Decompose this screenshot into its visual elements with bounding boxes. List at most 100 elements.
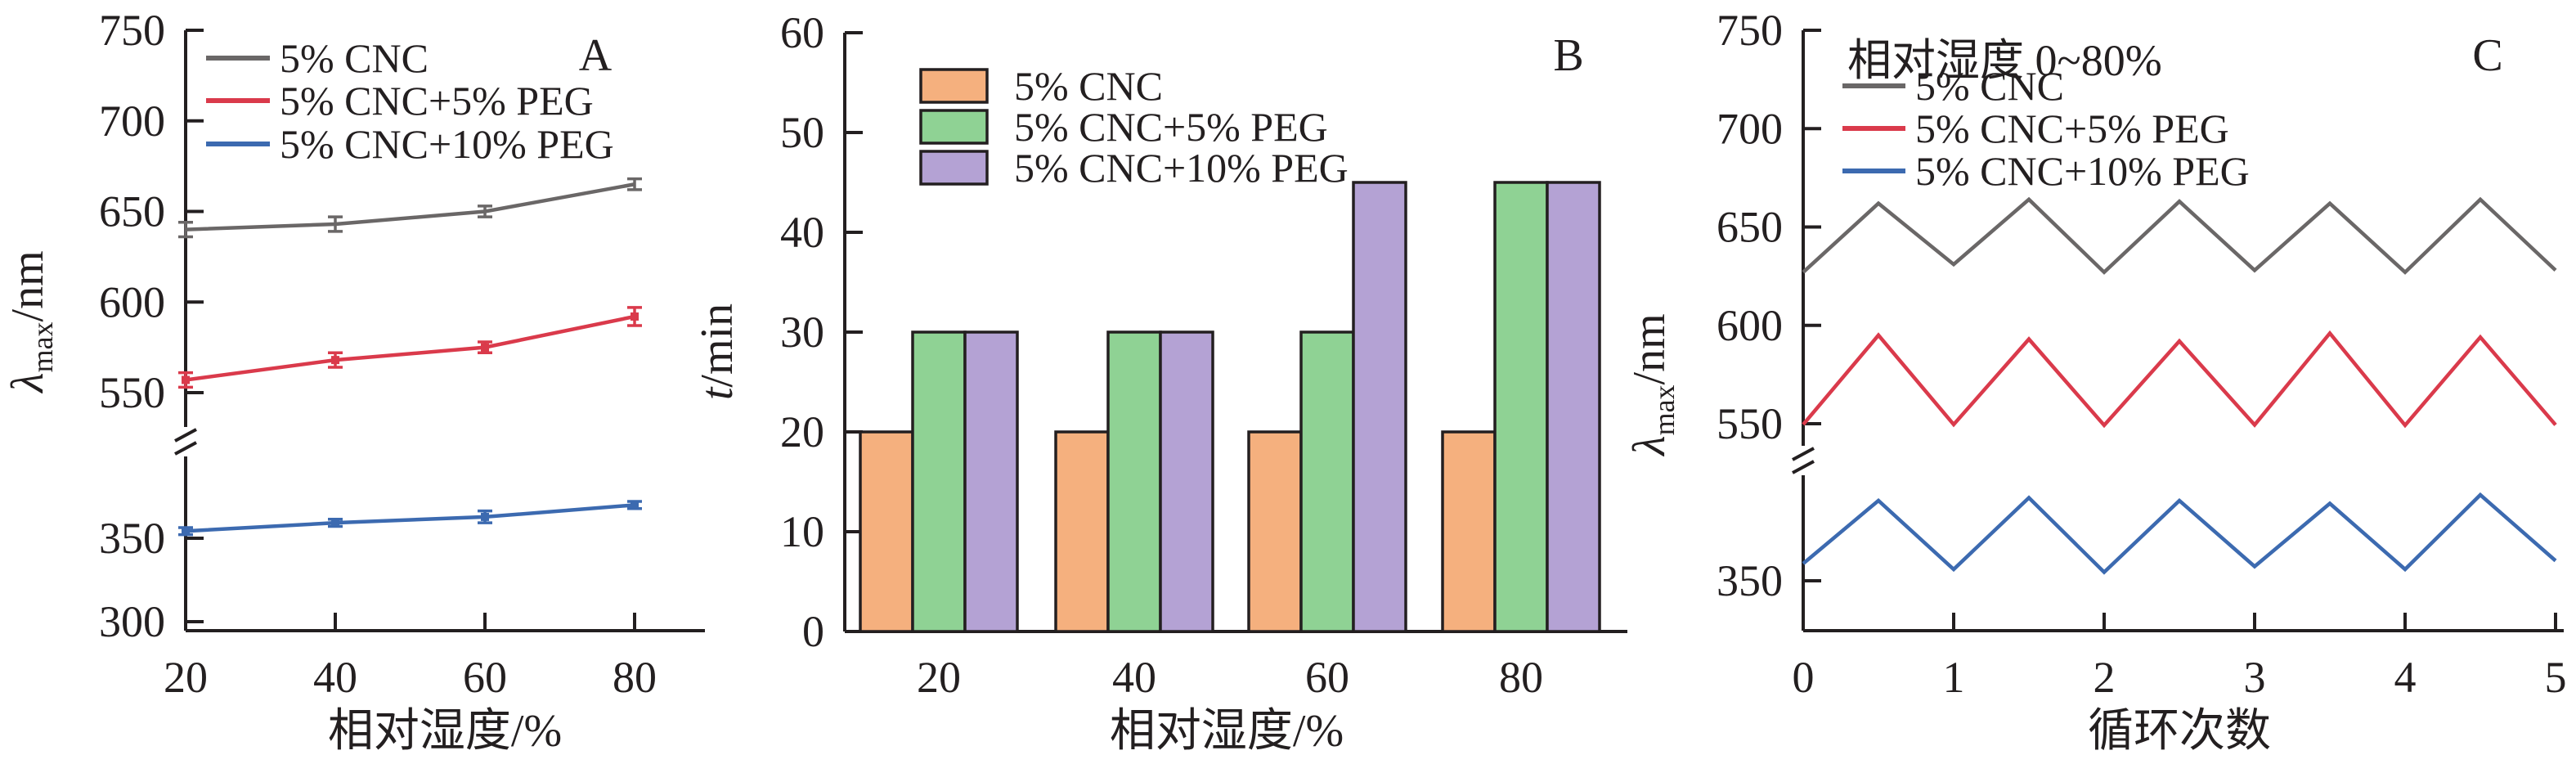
y-tick-label: 600 xyxy=(99,277,165,326)
bar-orange xyxy=(1441,430,1497,633)
chart-title: 相对湿度 0~80% xyxy=(1847,36,2162,85)
y-axis-break-icon xyxy=(1792,446,1815,475)
y-tick-label: 0 xyxy=(802,607,824,656)
legend-label: 5% CNC+5% PEG xyxy=(280,78,594,124)
x-tick-label: 5 xyxy=(2545,653,2567,702)
legend-label: 5% CNC xyxy=(1014,63,1163,109)
series-gray xyxy=(178,177,642,239)
series-line-red xyxy=(1802,330,2557,429)
data-point-marker xyxy=(481,512,489,521)
legend-item: 5% CNC+5% PEG xyxy=(1842,106,2229,151)
bar-green xyxy=(911,330,967,633)
data-point-marker xyxy=(481,343,489,352)
y-tick-label: 10 xyxy=(780,507,824,556)
x-tick-label: 80 xyxy=(613,653,657,702)
data-point-marker xyxy=(182,375,190,384)
legend-label: 5% CNC+10% PEG xyxy=(1915,148,2250,194)
x-tick-label: 3 xyxy=(2244,653,2266,702)
series-line xyxy=(185,182,635,231)
x-tick-label: 1 xyxy=(1943,653,1965,702)
y-tick-label: 600 xyxy=(1717,301,1783,350)
bar-orange xyxy=(859,430,914,633)
y-tick-label: 350 xyxy=(1717,556,1783,605)
legend-item: 5% CNC xyxy=(919,63,1163,109)
x-tick-label: 20 xyxy=(917,653,961,702)
data-point-marker xyxy=(631,501,639,510)
x-tick-label: 60 xyxy=(1305,653,1349,702)
x-tick-label: 0 xyxy=(1793,653,1815,702)
panel-letter: A xyxy=(579,30,613,81)
y-tick-label: 60 xyxy=(780,8,824,57)
legend-label: 5% CNC xyxy=(280,35,429,81)
x-tick-label: 20 xyxy=(164,653,208,702)
legend-item: 5% CNC+10% PEG xyxy=(1842,148,2250,194)
bar-green xyxy=(1299,330,1355,633)
legend-item: 5% CNC+5% PEG xyxy=(206,78,594,124)
y-tick-label: 300 xyxy=(99,597,165,646)
y-axis-title: t/min xyxy=(692,303,743,400)
bar-group xyxy=(859,330,1019,633)
y-axis-title: λmax/nm xyxy=(2,250,59,393)
panel-letter: B xyxy=(1553,30,1583,81)
x-tick-label: 2 xyxy=(2094,653,2116,702)
x-tick-label: 40 xyxy=(1112,653,1156,702)
bar-green xyxy=(1493,181,1549,633)
bar-group xyxy=(1441,181,1601,633)
series-line-blue xyxy=(1802,492,2557,575)
legend-item: 5% CNC+5% PEG xyxy=(919,104,1328,150)
bar-green xyxy=(1106,330,1162,633)
data-point-marker xyxy=(631,312,639,321)
data-point-marker xyxy=(331,519,339,528)
y-tick-label: 550 xyxy=(1717,399,1783,448)
bar-purple xyxy=(1546,181,1601,633)
legend-item: 5% CNC+10% PEG xyxy=(206,121,614,167)
y-tick-label: 20 xyxy=(780,407,824,456)
legend-item: 5% CNC xyxy=(1842,63,2064,109)
series-line xyxy=(185,314,635,382)
x-tick-label: 40 xyxy=(313,653,357,702)
series-line xyxy=(185,503,635,533)
data-point-marker xyxy=(331,356,339,365)
series-red xyxy=(178,306,642,389)
panel-letter: C xyxy=(2472,30,2502,81)
y-tick-label: 700 xyxy=(99,97,165,146)
y-tick-label: 650 xyxy=(1717,203,1783,252)
series-line-gray xyxy=(1802,196,2557,275)
legend-rect-swatch xyxy=(919,150,989,186)
bar-orange xyxy=(1054,430,1110,633)
y-tick-label: 350 xyxy=(99,514,165,563)
x-axis-title: 相对湿度/% xyxy=(1110,706,1344,757)
x-tick-label: 60 xyxy=(463,653,507,702)
y-tick-label: 550 xyxy=(99,368,165,417)
bar-orange xyxy=(1247,430,1303,633)
bar-group xyxy=(1247,181,1407,633)
legend-rect-swatch xyxy=(919,68,989,104)
x-tick-label: 80 xyxy=(1499,653,1543,702)
y-tick-label: 40 xyxy=(780,208,824,257)
error-bar xyxy=(178,221,193,239)
legend-label: 5% CNC+10% PEG xyxy=(280,121,614,167)
y-tick-label: 700 xyxy=(1717,104,1783,153)
series-blue xyxy=(178,500,642,537)
data-point-marker xyxy=(182,527,190,536)
y-tick-label: 750 xyxy=(1717,6,1783,55)
legend-item: 5% CNC+10% PEG xyxy=(919,145,1349,191)
x-tick-label: 4 xyxy=(2394,653,2417,702)
x-axis-title: 相对湿度/% xyxy=(328,706,562,757)
y-axis-break-icon xyxy=(174,427,197,456)
y-tick-label: 50 xyxy=(780,108,824,157)
y-tick-label: 30 xyxy=(780,308,824,357)
x-axis-title: 循环次数 xyxy=(2088,706,2271,757)
bar-purple xyxy=(1352,181,1407,633)
legend-label: 5% CNC+5% PEG xyxy=(1014,104,1328,150)
legend-item: 5% CNC xyxy=(206,35,429,81)
legend-label: 5% CNC+10% PEG xyxy=(1014,145,1349,191)
bar-purple xyxy=(1159,330,1214,633)
legend-label: 5% CNC xyxy=(1915,63,2064,109)
legend-rect-swatch xyxy=(919,109,989,145)
